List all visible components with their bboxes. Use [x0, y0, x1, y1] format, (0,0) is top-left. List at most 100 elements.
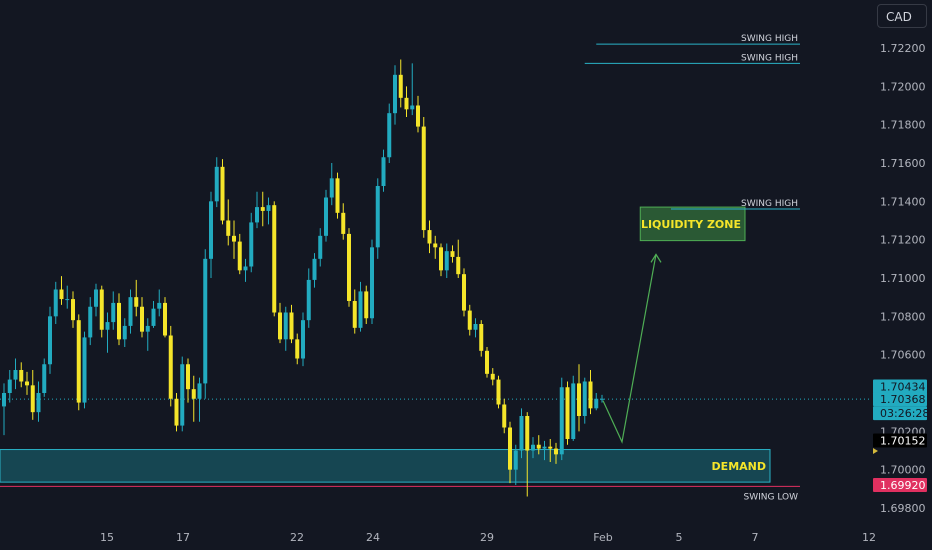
- candle-body: [99, 289, 104, 330]
- candle-body: [410, 105, 415, 110]
- candle-body: [565, 387, 570, 439]
- candle-body: [145, 325, 150, 332]
- price-marker-icon: [873, 448, 878, 454]
- candle-body: [94, 289, 98, 307]
- y-tick-label: 1.71000: [880, 272, 926, 285]
- y-tick-label: 1.72200: [880, 42, 926, 55]
- candle-body: [329, 178, 334, 198]
- candle-body: [53, 289, 58, 317]
- price-label-box: [873, 379, 927, 394]
- candle-body: [278, 312, 282, 340]
- y-tick-label: 1.71800: [880, 119, 926, 132]
- candle-body: [82, 337, 87, 403]
- candle-body: [473, 324, 478, 330]
- liquidity-zone-label: LIQUIDITY ZONE: [641, 218, 741, 231]
- candle-body: [36, 393, 41, 413]
- candle-body: [421, 126, 426, 231]
- candle-body: [347, 233, 351, 301]
- candle-body: [283, 312, 288, 340]
- candle-body: [456, 256, 461, 275]
- y-tick-label: 1.72000: [880, 80, 926, 93]
- candle-body: [439, 247, 443, 271]
- candle-body: [59, 289, 64, 300]
- candle-body: [600, 398, 604, 400]
- candle-body: [588, 381, 593, 409]
- candle-body: [450, 251, 455, 257]
- candle-body: [117, 302, 121, 340]
- candle-body: [381, 157, 386, 186]
- candle-body: [352, 301, 357, 328]
- candle-body: [519, 416, 524, 451]
- candle-body: [324, 197, 328, 236]
- liquidity-zone: [639, 206, 746, 242]
- candle-body: [467, 310, 472, 330]
- candle-body: [122, 325, 127, 340]
- y-tick-label: 1.70000: [880, 464, 926, 477]
- candle-body: [151, 308, 156, 326]
- candle-body: [513, 450, 518, 470]
- candle-body: [525, 416, 530, 451]
- candle-body: [335, 178, 340, 213]
- candle-body: [203, 258, 208, 384]
- candle-body: [19, 370, 24, 382]
- candle-body: [128, 297, 133, 326]
- candle-body: [542, 446, 547, 449]
- candle-body: [318, 235, 323, 259]
- candle-body: [260, 207, 265, 211]
- candle-body: [404, 97, 409, 110]
- candle-body: [364, 291, 369, 319]
- candle-body: [485, 350, 489, 374]
- y-tick-label: 1.69800: [880, 502, 926, 515]
- swing-low-label: SWING LOW: [743, 492, 798, 502]
- x-tick-label: Feb: [593, 531, 612, 544]
- swing-high-label-2: SWING HIGH: [741, 53, 798, 63]
- candle-body: [220, 166, 225, 221]
- candle-body: [577, 383, 581, 416]
- candle-body: [214, 166, 219, 202]
- candle-body: [76, 320, 81, 403]
- price-label-box: [873, 433, 927, 448]
- candle-body: [140, 306, 144, 332]
- currency-selector[interactable]: CAD: [877, 4, 927, 28]
- candle-body: [301, 320, 305, 359]
- candle-body: [186, 364, 190, 390]
- price-label: 1.70368: [880, 393, 926, 406]
- candle-body: [174, 398, 179, 426]
- candle-body: [105, 322, 110, 330]
- candle-body: [249, 222, 254, 267]
- candle-body: [243, 266, 248, 271]
- candle-body: [111, 302, 116, 323]
- candle-body: [13, 370, 18, 380]
- x-tick-label: 22: [290, 531, 304, 544]
- candle-body: [571, 383, 576, 439]
- projection-arrowhead: [650, 253, 662, 263]
- x-tick-label: 5: [676, 531, 683, 544]
- demand-label: DEMAND: [712, 460, 766, 473]
- price-label: 1.70434: [880, 380, 926, 393]
- candle-body: [387, 113, 392, 158]
- candle-body: [548, 446, 553, 449]
- x-tick-label: 15: [100, 531, 114, 544]
- price-label: 03:26:28: [880, 407, 929, 420]
- candle-body: [25, 381, 29, 386]
- candle-body: [272, 205, 277, 313]
- candle-body: [536, 444, 541, 449]
- x-tick-label: 29: [480, 531, 494, 544]
- x-tick-label: 17: [176, 531, 190, 544]
- candle-body: [502, 404, 507, 428]
- candle-body: [163, 302, 167, 336]
- candle-body: [197, 383, 202, 399]
- candle-body: [531, 444, 535, 451]
- y-tick-label: 1.70800: [880, 310, 926, 323]
- candle-body: [232, 235, 236, 242]
- candle-body: [508, 427, 512, 470]
- candle-body: [289, 312, 294, 340]
- price-label-box: [873, 406, 927, 421]
- candle-body: [157, 302, 162, 309]
- candle-body: [226, 220, 231, 236]
- swing-high-label-1: SWING HIGH: [741, 34, 798, 44]
- candle-body: [582, 381, 587, 416]
- candle-body: [594, 398, 599, 409]
